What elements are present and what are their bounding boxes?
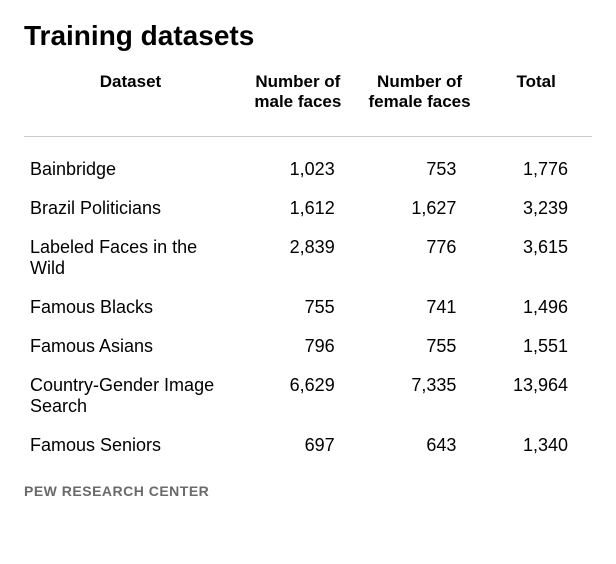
cell-total: 1,340 bbox=[480, 426, 592, 465]
cell-male: 2,839 bbox=[237, 228, 359, 288]
cell-total: 1,496 bbox=[480, 288, 592, 327]
cell-dataset: Brazil Politicians bbox=[24, 189, 237, 228]
col-header-male: Number of male faces bbox=[237, 64, 359, 137]
cell-female: 7,335 bbox=[359, 366, 481, 426]
cell-female: 753 bbox=[359, 137, 481, 190]
table-row: Bainbridge 1,023 753 1,776 bbox=[24, 137, 592, 190]
table-row: Country-Gender Image Search 6,629 7,335 … bbox=[24, 366, 592, 426]
cell-dataset: Country-Gender Image Search bbox=[24, 366, 237, 426]
source-attribution: PEW RESEARCH CENTER bbox=[24, 483, 592, 499]
col-header-dataset: Dataset bbox=[24, 64, 237, 137]
cell-dataset: Famous Asians bbox=[24, 327, 237, 366]
cell-total: 13,964 bbox=[480, 366, 592, 426]
page-title: Training datasets bbox=[24, 20, 592, 52]
cell-total: 1,551 bbox=[480, 327, 592, 366]
cell-dataset: Famous Seniors bbox=[24, 426, 237, 465]
datasets-table: Dataset Number of male faces Number of f… bbox=[24, 64, 592, 465]
table-row: Famous Seniors 697 643 1,340 bbox=[24, 426, 592, 465]
table-row: Famous Asians 796 755 1,551 bbox=[24, 327, 592, 366]
cell-female: 1,627 bbox=[359, 189, 481, 228]
cell-female: 643 bbox=[359, 426, 481, 465]
cell-male: 1,023 bbox=[237, 137, 359, 190]
cell-total: 3,239 bbox=[480, 189, 592, 228]
cell-dataset: Famous Blacks bbox=[24, 288, 237, 327]
cell-female: 776 bbox=[359, 228, 481, 288]
cell-male: 6,629 bbox=[237, 366, 359, 426]
table-row: Labeled Faces in the Wild 2,839 776 3,61… bbox=[24, 228, 592, 288]
cell-female: 741 bbox=[359, 288, 481, 327]
cell-male: 755 bbox=[237, 288, 359, 327]
cell-dataset: Labeled Faces in the Wild bbox=[24, 228, 237, 288]
col-header-female: Number of female faces bbox=[359, 64, 481, 137]
table-header-row: Dataset Number of male faces Number of f… bbox=[24, 64, 592, 137]
cell-male: 697 bbox=[237, 426, 359, 465]
table-row: Famous Blacks 755 741 1,496 bbox=[24, 288, 592, 327]
cell-male: 796 bbox=[237, 327, 359, 366]
cell-male: 1,612 bbox=[237, 189, 359, 228]
table-row: Brazil Politicians 1,612 1,627 3,239 bbox=[24, 189, 592, 228]
cell-dataset: Bainbridge bbox=[24, 137, 237, 190]
cell-total: 1,776 bbox=[480, 137, 592, 190]
cell-total: 3,615 bbox=[480, 228, 592, 288]
col-header-total: Total bbox=[480, 64, 592, 137]
cell-female: 755 bbox=[359, 327, 481, 366]
